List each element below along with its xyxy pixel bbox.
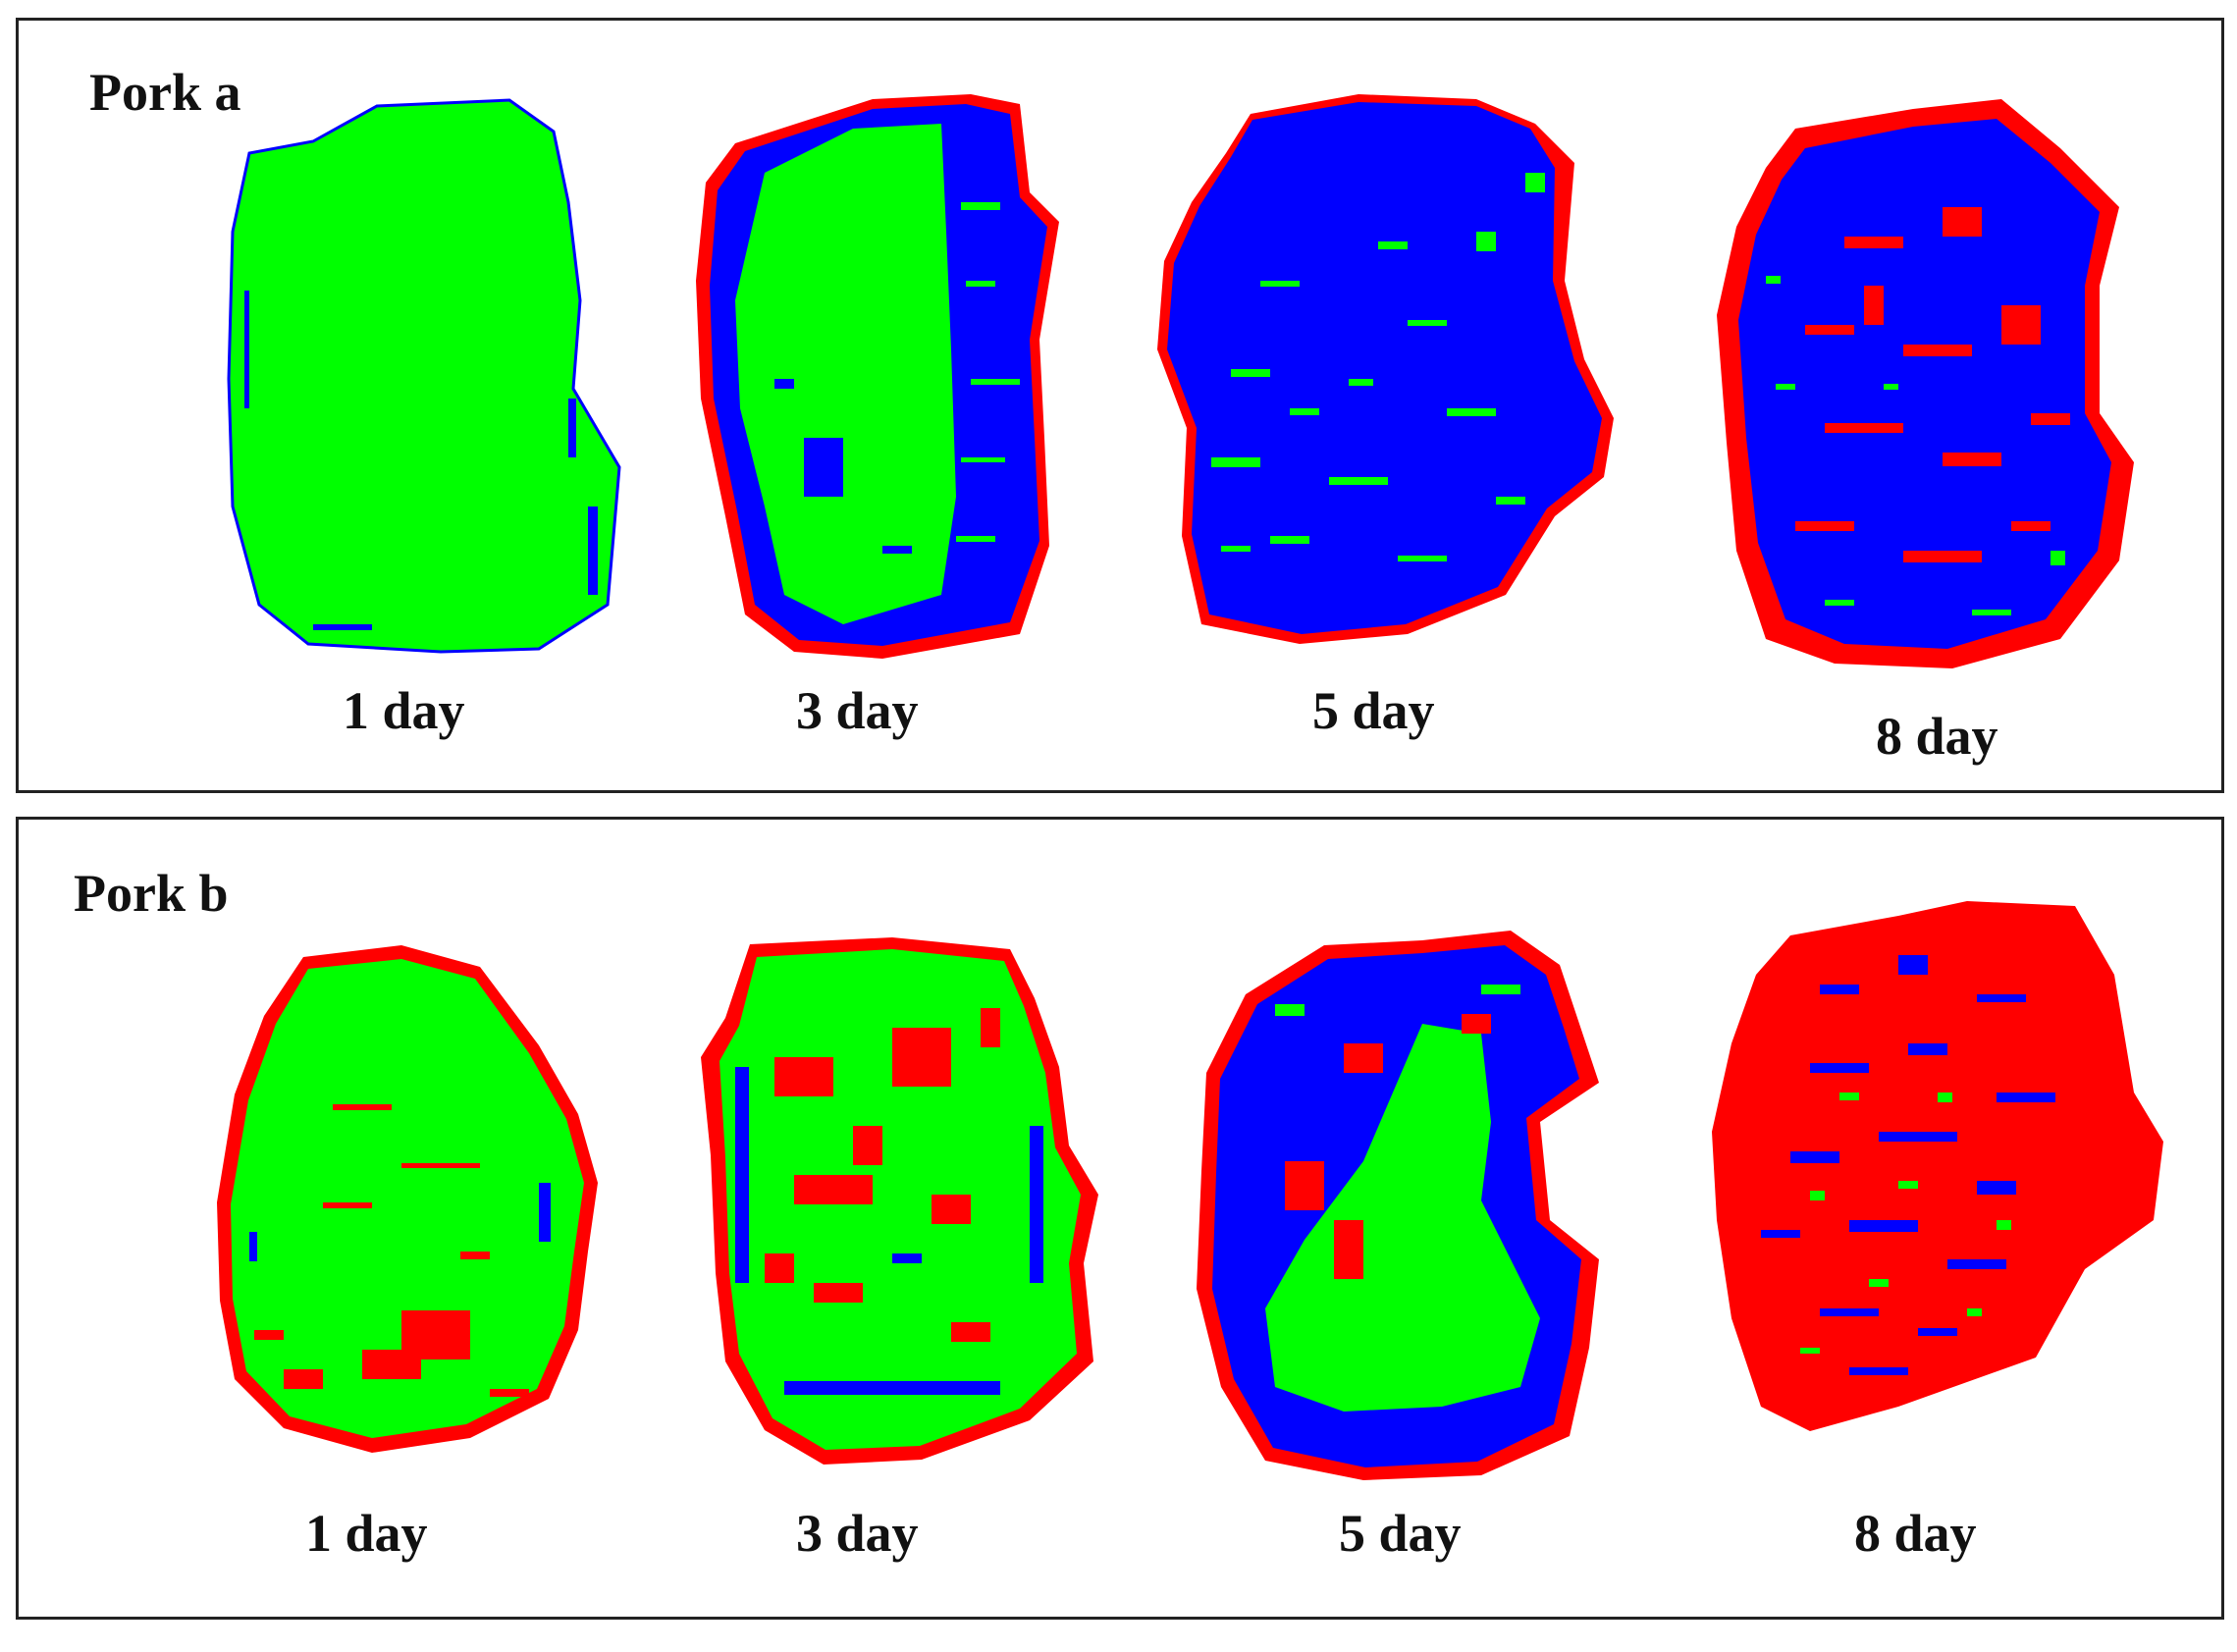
sample-image-a-8day	[1707, 89, 2134, 678]
sample-image-a-1day	[215, 94, 627, 683]
day-label: 5 day	[1339, 1504, 1462, 1563]
day-label: 3 day	[796, 681, 919, 740]
pork-a-panel: Pork a 1 day	[16, 18, 2224, 793]
sample-image-b-8day	[1702, 896, 2173, 1446]
sample-image-a-3day	[686, 84, 1079, 673]
sample-image-b-3day	[696, 930, 1118, 1479]
day-label: 1 day	[343, 681, 465, 740]
day-label: 8 day	[1854, 1504, 1977, 1563]
sample-image-b-5day	[1187, 926, 1619, 1495]
panel-title: Pork b	[74, 864, 229, 923]
day-label: 8 day	[1876, 707, 1998, 766]
day-label: 1 day	[305, 1504, 428, 1563]
sample-image-a-5day	[1152, 84, 1653, 693]
pork-b-panel: Pork b 1 day	[16, 817, 2224, 1620]
sample-image-b-1day	[205, 937, 608, 1467]
panel-title: Pork a	[89, 63, 241, 122]
day-label: 5 day	[1312, 681, 1435, 740]
day-label: 3 day	[796, 1504, 919, 1563]
